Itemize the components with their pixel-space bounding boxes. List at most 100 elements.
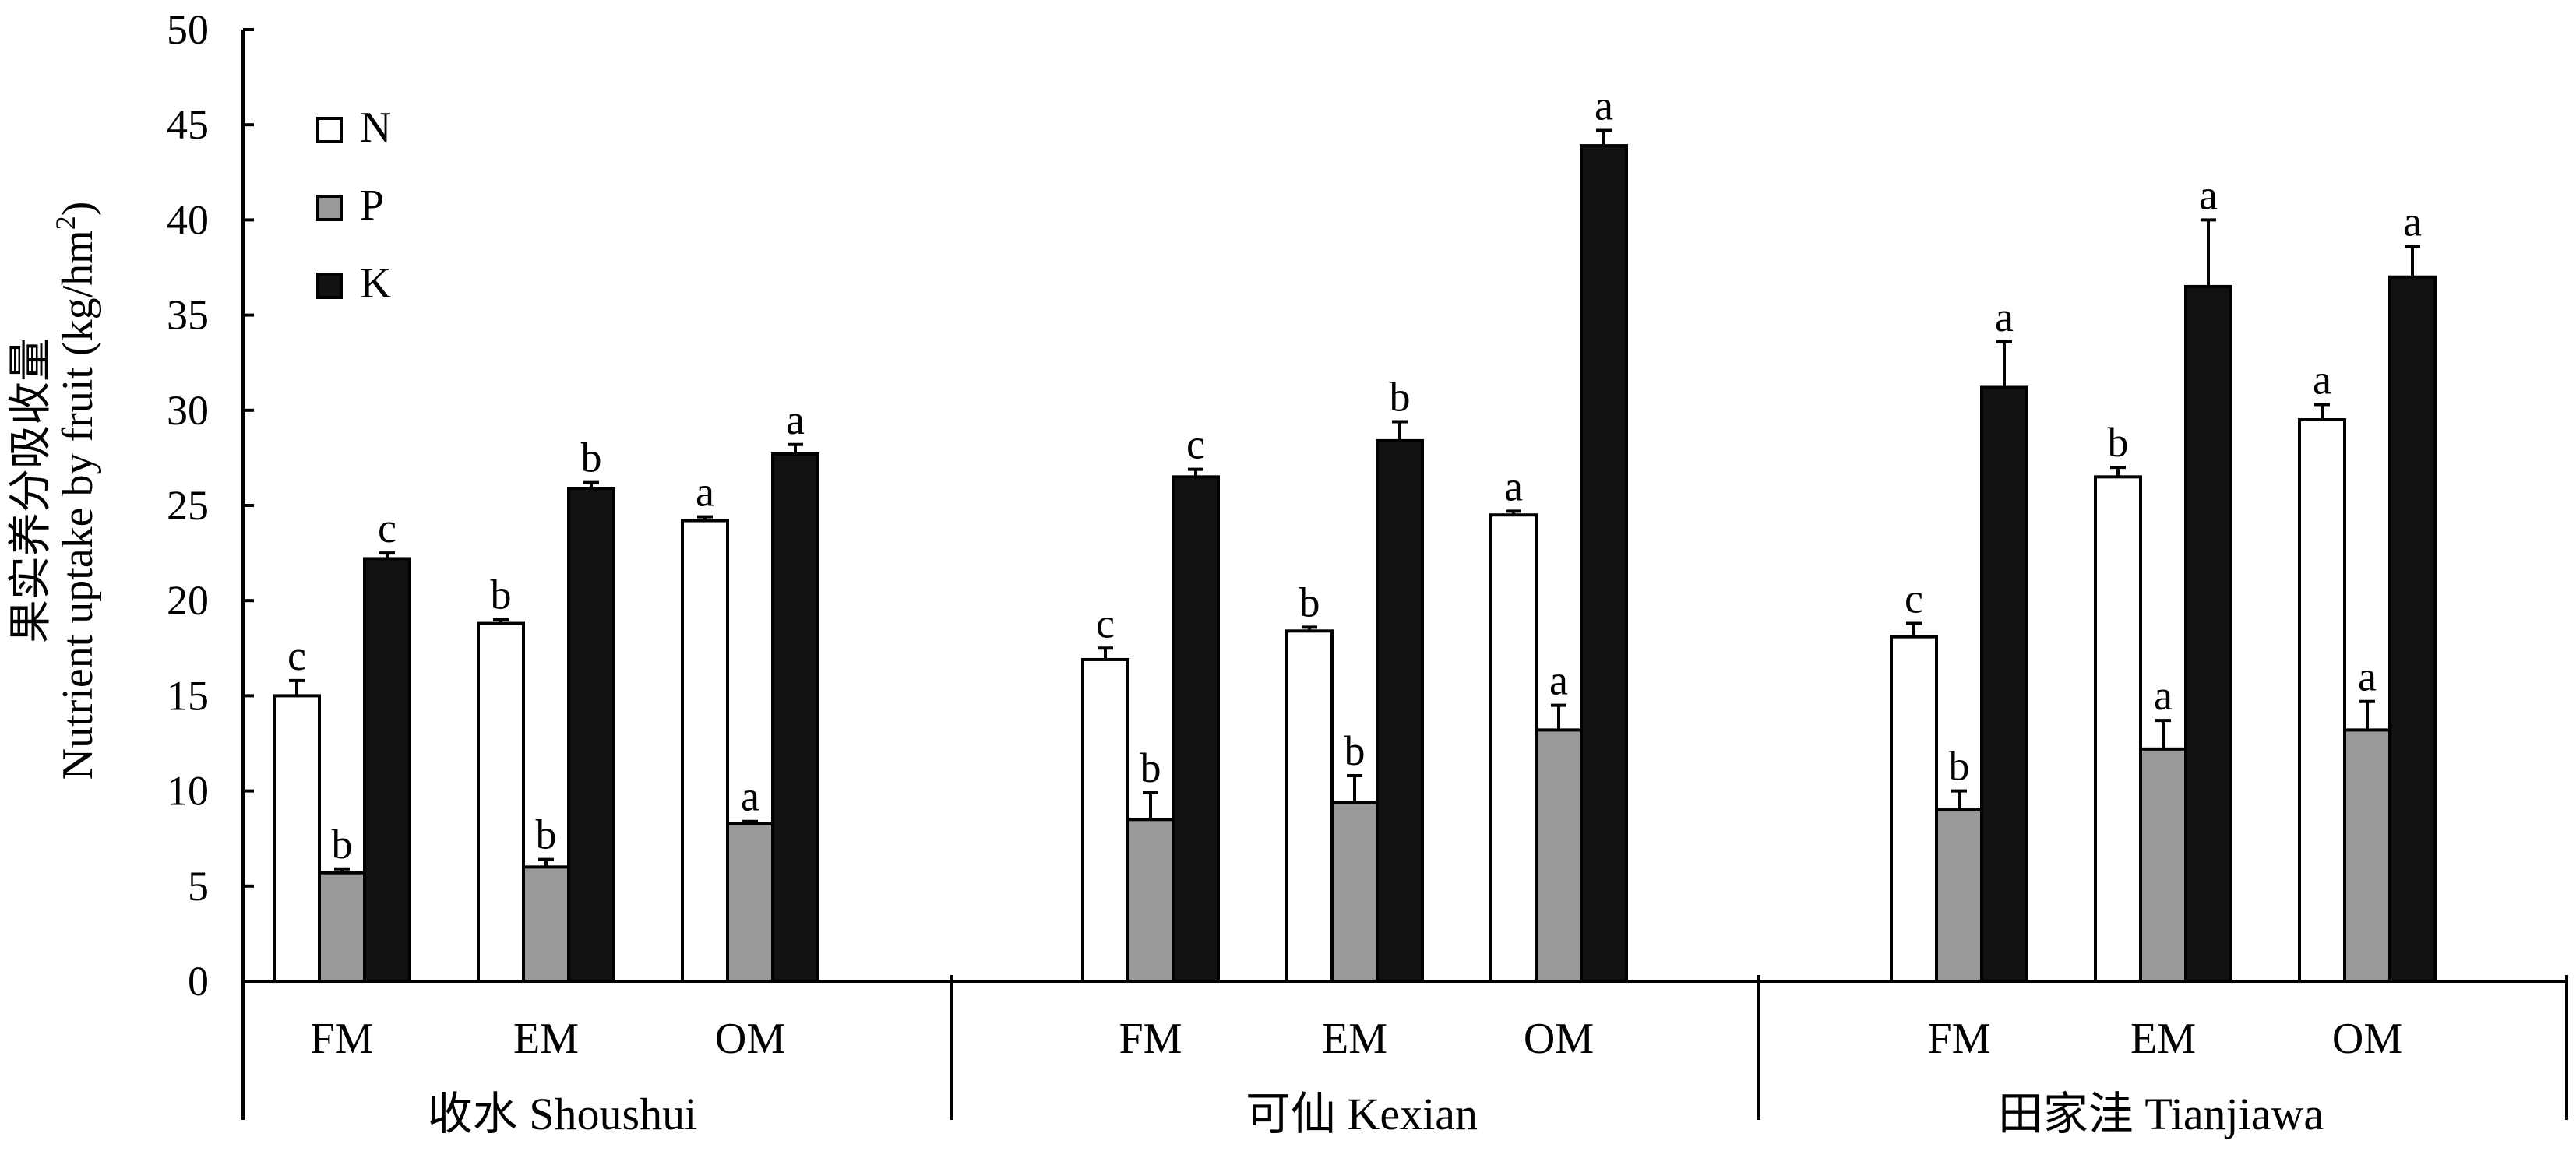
bar-shoushui-fm-p bbox=[318, 871, 366, 984]
sig-label-shoushui-em-n: b bbox=[491, 572, 512, 618]
sig-label-kexian-om-n: a bbox=[1504, 463, 1523, 509]
y-axis-label-superscript: 2 bbox=[50, 216, 81, 230]
bar-tianjiawa-fm-k bbox=[1980, 385, 2028, 983]
category-label-kexian-om: OM bbox=[1524, 1015, 1594, 1063]
bar-tianjiawa-fm-p bbox=[1935, 808, 1983, 984]
y-axis-label-text: Nutrient uptake by fruit (kg/hm bbox=[54, 230, 102, 780]
legend-label-k: K bbox=[360, 259, 391, 308]
y-tick-label-0: 0 bbox=[188, 958, 209, 1005]
bar-tianjiawa-em-p bbox=[2139, 747, 2187, 983]
sig-label-tianjiawa-em-n: b bbox=[2108, 419, 2129, 466]
bar-kexian-om-k bbox=[1580, 144, 1628, 984]
sig-label-shoushui-om-k: a bbox=[786, 396, 805, 443]
legend-label-n: N bbox=[360, 104, 391, 152]
bar-shoushui-em-k bbox=[567, 487, 615, 983]
sig-label-kexian-fm-p: b bbox=[1140, 744, 1161, 791]
error-bar-tianjiawa-om-p bbox=[2359, 699, 2375, 730]
error-bar-shoushui-om-n bbox=[697, 515, 713, 521]
bar-tianjiawa-fm-n bbox=[1890, 635, 1938, 983]
bars: c b c b b b a a a c b c b b b a a a c b a b a a a a a bbox=[273, 83, 2437, 984]
y-axis-label-chinese: 果实养分吸收量 bbox=[7, 338, 55, 643]
bar-kexian-fm-p bbox=[1126, 818, 1175, 984]
bar-kexian-fm-k bbox=[1172, 475, 1220, 983]
bar-shoushui-em-p bbox=[522, 865, 570, 983]
y-tick-label-20: 20 bbox=[167, 577, 209, 624]
bar-shoushui-om-k bbox=[771, 452, 819, 983]
bar-tianjiawa-om-p bbox=[2343, 728, 2391, 984]
error-bar-kexian-om-p bbox=[1551, 703, 1566, 730]
error-bar-tianjiawa-fm-p bbox=[1951, 789, 1967, 811]
legend-swatch-k bbox=[316, 273, 343, 299]
bar-shoushui-fm-k bbox=[363, 557, 411, 983]
y-axis-label-end: ) bbox=[54, 202, 102, 216]
category-label-tianjiawa-fm: FM bbox=[1928, 1015, 1991, 1063]
sig-label-shoushui-em-p: b bbox=[536, 811, 557, 858]
error-bar-kexian-fm-p bbox=[1143, 791, 1158, 820]
sig-label-kexian-fm-k: c bbox=[1186, 421, 1205, 468]
bar-kexian-em-n bbox=[1285, 629, 1334, 984]
bar-shoushui-om-n bbox=[681, 519, 729, 983]
sig-label-tianjiawa-fm-n: c bbox=[1905, 576, 1923, 622]
sig-label-kexian-em-p: b bbox=[1344, 727, 1366, 774]
bar-tianjiawa-em-k bbox=[2184, 284, 2232, 983]
error-bar-shoushui-em-p bbox=[538, 857, 554, 868]
y-axis-ticks: 0 5 10 15 20 25 30 35 40 45 50 bbox=[167, 6, 254, 1005]
error-bar-tianjiawa-em-k bbox=[2201, 218, 2216, 287]
error-bar-shoushui-fm-p bbox=[334, 867, 350, 873]
error-bar-shoushui-em-n bbox=[493, 618, 509, 624]
y-tick-label-45: 45 bbox=[167, 101, 209, 148]
sig-label-tianjiawa-fm-p: b bbox=[1949, 743, 1970, 790]
bar-kexian-em-p bbox=[1330, 801, 1379, 984]
bar-tianjiawa-em-n bbox=[2094, 475, 2142, 983]
category-label-shoushui-em: EM bbox=[513, 1015, 579, 1063]
error-bar-shoushui-fm-k bbox=[379, 551, 395, 559]
bar-tianjiawa-om-n bbox=[2298, 418, 2346, 983]
error-bar-kexian-fm-k bbox=[1188, 467, 1203, 477]
group-label-kexian: 可仙 Kexian bbox=[1246, 1089, 1478, 1139]
bar-shoushui-em-n bbox=[477, 621, 525, 983]
category-label-kexian-em: EM bbox=[1322, 1015, 1387, 1063]
sig-label-kexian-em-n: b bbox=[1299, 579, 1320, 625]
y-tick-label-5: 5 bbox=[188, 863, 209, 910]
bar-kexian-em-k bbox=[1376, 438, 1424, 983]
legend-swatch-p bbox=[316, 195, 343, 221]
group-label-shoushui: 收水 Shoushui bbox=[428, 1089, 697, 1139]
bar-kexian-om-p bbox=[1535, 728, 1583, 984]
sig-label-shoushui-em-k: b bbox=[581, 435, 602, 481]
error-bar-tianjiawa-em-n bbox=[2110, 466, 2126, 477]
legend-swatch-n bbox=[316, 117, 343, 143]
bar-shoushui-om-p bbox=[726, 822, 774, 983]
sig-label-shoushui-om-p: a bbox=[741, 773, 759, 820]
error-bar-shoushui-om-k bbox=[788, 442, 803, 455]
sig-label-kexian-em-k: b bbox=[1390, 373, 1411, 420]
category-label-tianjiawa-om: OM bbox=[2332, 1015, 2402, 1063]
y-tick-label-40: 40 bbox=[167, 196, 209, 243]
sig-label-kexian-om-p: a bbox=[1549, 657, 1568, 704]
error-bar-tianjiawa-fm-k bbox=[1996, 340, 2012, 388]
legend: NPK bbox=[316, 104, 391, 308]
error-bar-kexian-em-k bbox=[1392, 420, 1408, 441]
error-bar-shoushui-em-k bbox=[583, 480, 599, 489]
group-label-tianjiawa: 田家洼 Tianjiawa bbox=[1998, 1089, 2324, 1139]
y-axis-label: Nutrient uptake by fruit (kg/hm2) bbox=[50, 202, 102, 780]
sig-label-tianjiawa-om-p: a bbox=[2358, 653, 2377, 700]
bar-kexian-om-n bbox=[1489, 513, 1538, 983]
error-bar-shoushui-om-p bbox=[742, 819, 758, 824]
error-bar-shoushui-fm-n bbox=[289, 678, 305, 696]
y-tick-label-50: 50 bbox=[167, 6, 209, 53]
error-bar-tianjiawa-em-p bbox=[2155, 719, 2171, 749]
error-bar-kexian-em-p bbox=[1347, 774, 1362, 803]
category-label-kexian-fm: FM bbox=[1119, 1015, 1182, 1063]
error-bar-kexian-om-k bbox=[1596, 128, 1612, 146]
y-tick-label-35: 35 bbox=[167, 292, 209, 339]
error-bar-tianjiawa-om-n bbox=[2314, 403, 2330, 421]
sig-label-tianjiawa-em-k: a bbox=[2199, 171, 2218, 218]
error-bar-kexian-om-n bbox=[1506, 509, 1521, 516]
y-tick-label-30: 30 bbox=[167, 387, 209, 434]
sig-label-kexian-fm-n: c bbox=[1096, 600, 1115, 646]
sig-label-tianjiawa-om-n: a bbox=[2313, 356, 2331, 403]
sig-label-shoushui-fm-k: c bbox=[378, 505, 396, 551]
error-bar-kexian-em-n bbox=[1302, 625, 1317, 632]
sig-label-tianjiawa-em-p: a bbox=[2154, 672, 2173, 719]
